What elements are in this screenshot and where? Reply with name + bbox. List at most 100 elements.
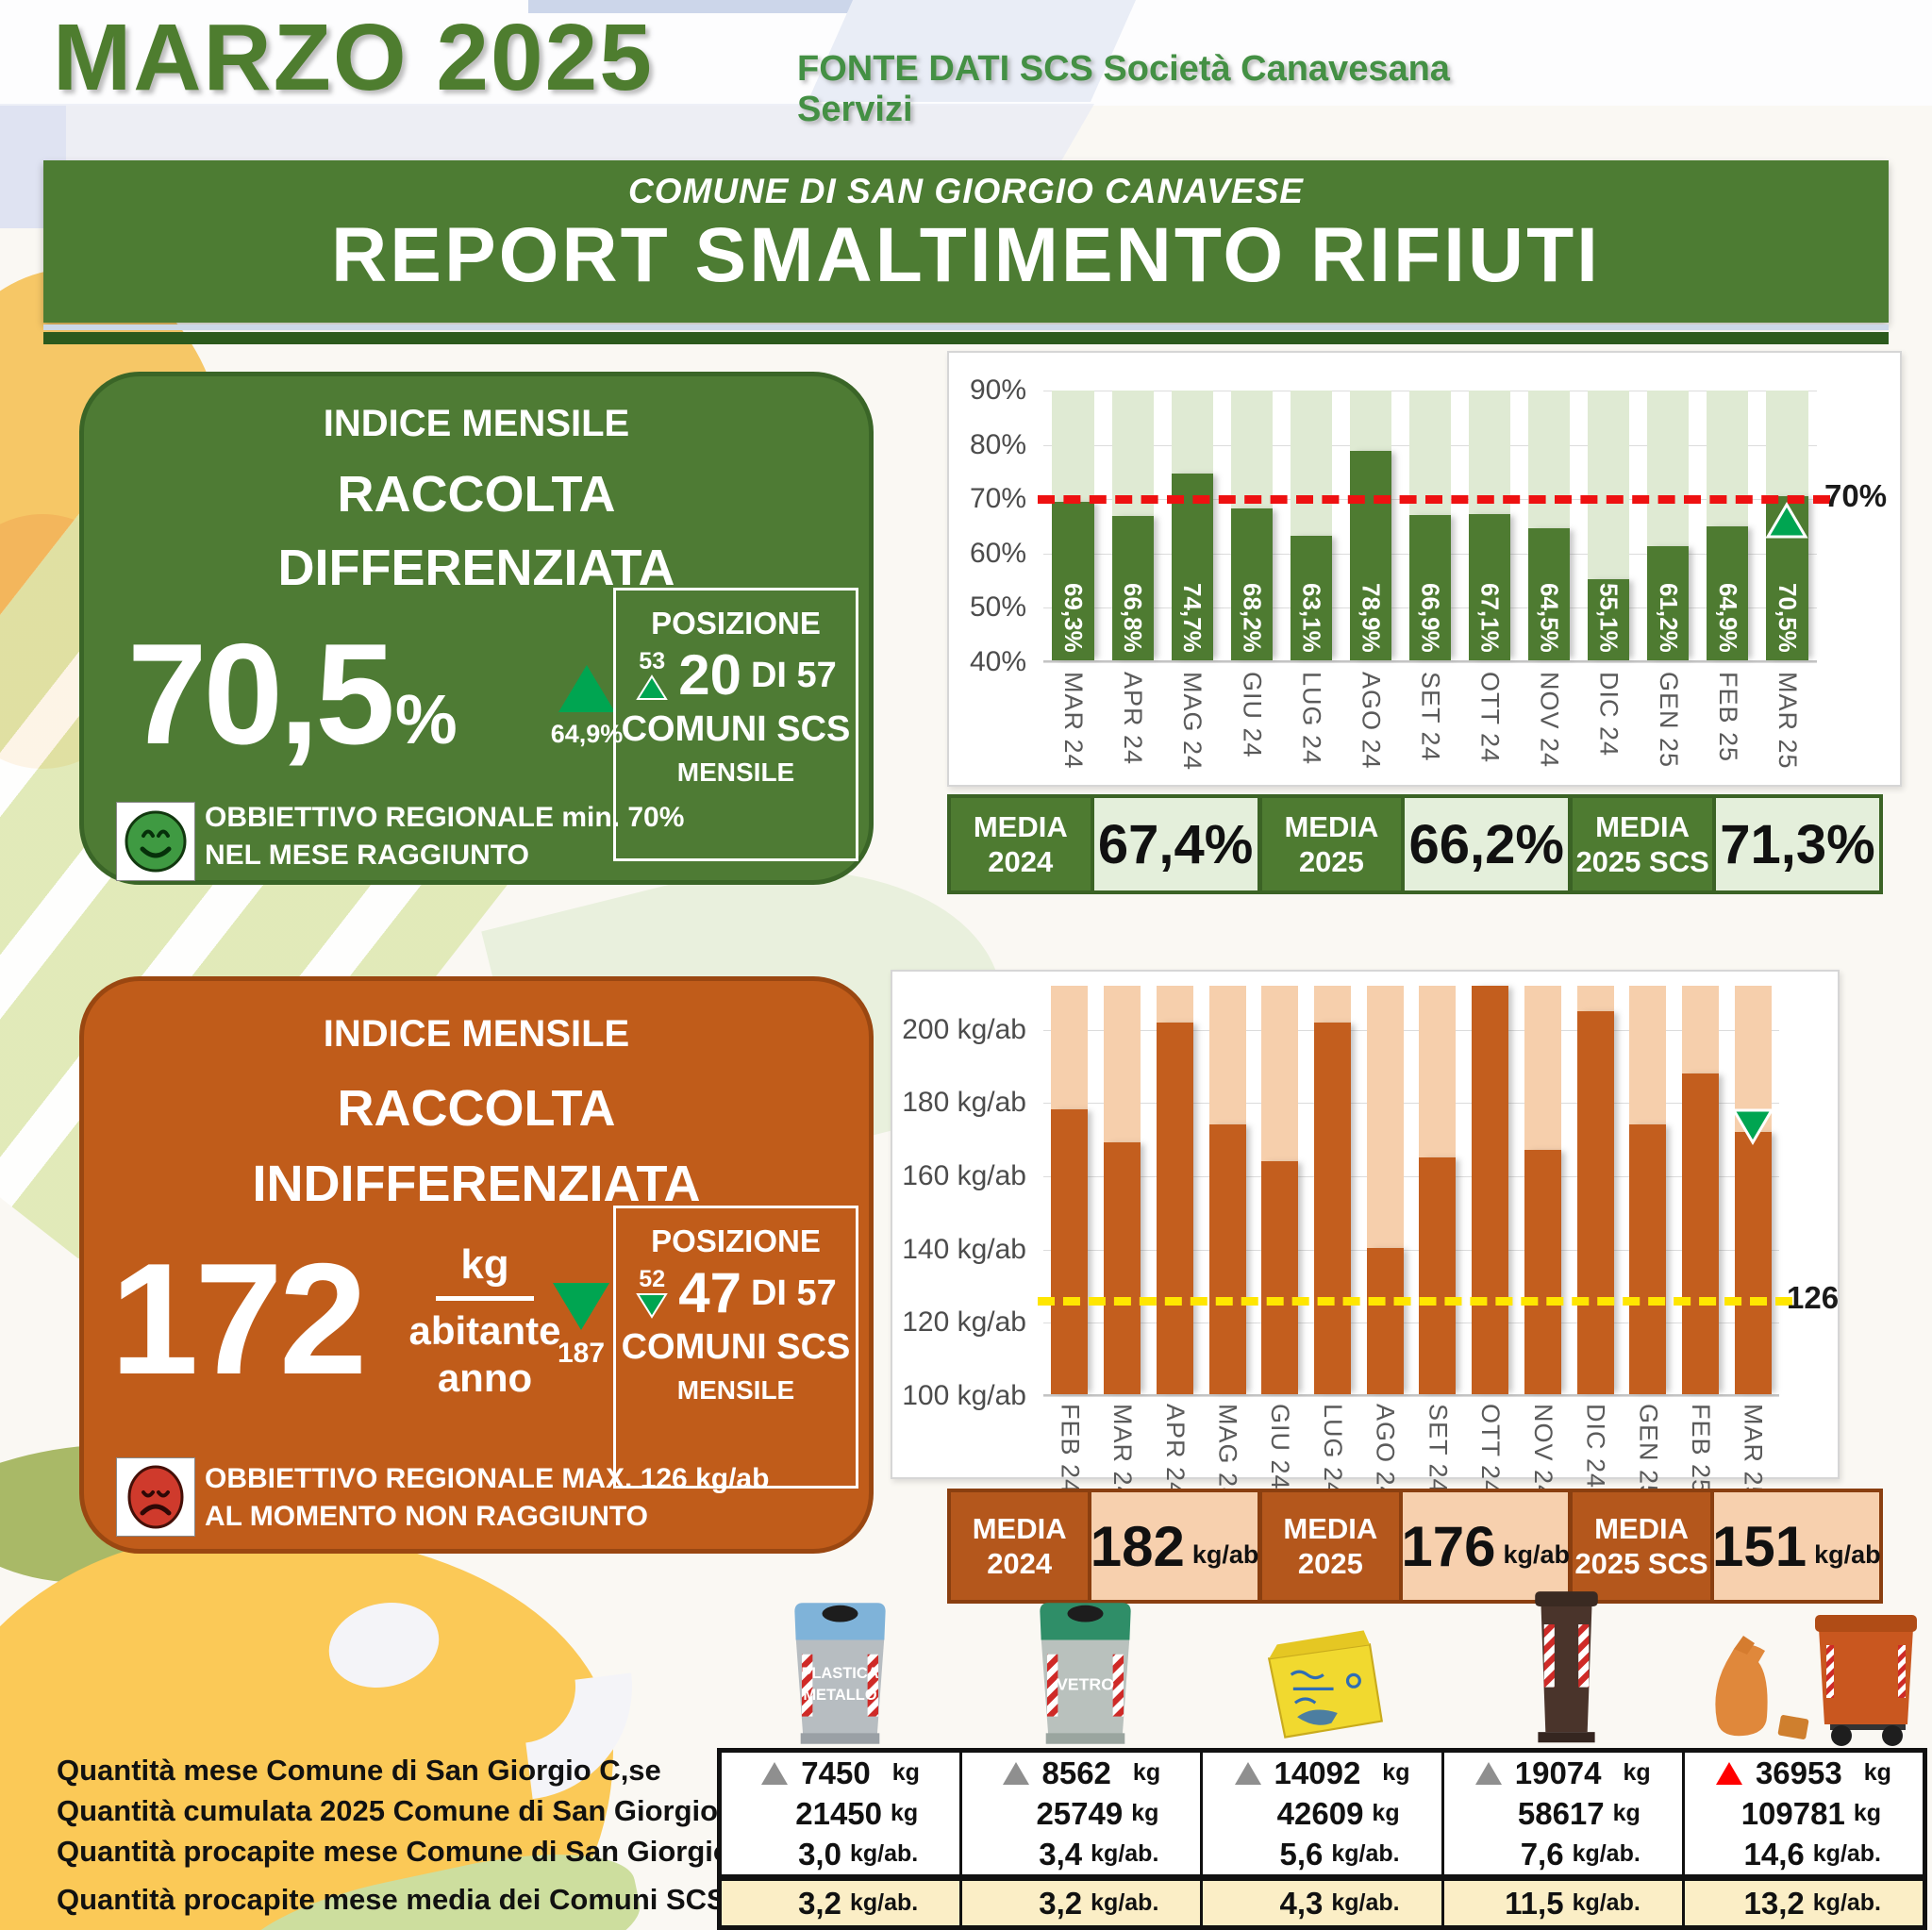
bar-slot: 70,5% xyxy=(1757,391,1817,660)
cell-unit: kg xyxy=(1863,1759,1891,1786)
media-value: 67,4% xyxy=(1093,798,1257,890)
objective-note: OBBIETTIVO REGIONALE min. 70% NEL MESE R… xyxy=(205,802,685,871)
bar xyxy=(1156,1022,1193,1394)
position-footer: MENSILE xyxy=(676,1375,795,1405)
chart-raccolta-indifferenziata: 200 kg/ab 180 kg/ab 160 kg/ab 140 kg/ab 120 … xyxy=(891,970,1840,1503)
table-row: 3,0 kg/ab. 3,4 kg/ab. 5,6 kg/ab. 7,6 kg/ab. 14,6… xyxy=(722,1834,1923,1874)
cell-unit: kg xyxy=(1382,1759,1410,1786)
previous-rank: 53 xyxy=(635,649,669,702)
media-group: MEDIA 2024 182 kg/ab xyxy=(951,1492,1259,1600)
table-divider xyxy=(722,1874,1923,1881)
cell-value: 25749 xyxy=(1036,1795,1124,1831)
cell-value: 7450 xyxy=(801,1755,871,1790)
position-body: COMUNI SCS xyxy=(621,1327,851,1367)
bar-slot xyxy=(1096,986,1149,1394)
bar xyxy=(1366,1248,1404,1394)
up-triangle-icon xyxy=(558,665,615,712)
table-cell: 3,4 kg/ab. xyxy=(959,1834,1200,1874)
bar: 64,5% xyxy=(1528,527,1571,660)
cell-value: 13,2 xyxy=(1743,1885,1805,1921)
bar-slot: 63,1% xyxy=(1281,391,1341,660)
bar-value-label: 64,9% xyxy=(1713,583,1742,653)
bar-value-label: 74,7% xyxy=(1178,583,1208,653)
cell-unit: kg xyxy=(1853,1800,1882,1826)
bar-slot: 78,9% xyxy=(1341,391,1400,660)
media-group: MEDIA 2025 176 kg/ab xyxy=(1261,1492,1570,1600)
bar xyxy=(1419,1156,1457,1394)
table-cell: 21450 kg xyxy=(722,1793,959,1834)
bar-value-label: 67,1% xyxy=(1475,583,1505,653)
card-heading: INDICE MENSILE xyxy=(323,403,630,444)
table-row-label: Quantità cumulata 2025 Comune di San Gio… xyxy=(57,1793,789,1827)
chart-raccolta-differenziata: 90% 80% 70% 60% 50% 40% 69,3% 66,8% 74,7% 68,2% 6… xyxy=(947,351,1902,787)
media-label: MEDIA 2025 xyxy=(1261,1492,1400,1600)
bar xyxy=(1576,1011,1614,1394)
cell-value: 11,5 xyxy=(1505,1885,1564,1921)
media-label: MEDIA 2025 xyxy=(1261,798,1402,890)
media-value: 182 kg/ab xyxy=(1091,1492,1259,1600)
bar-value-label: 66,9% xyxy=(1416,583,1445,653)
previous-month-value: 64,9% xyxy=(550,720,624,748)
target-line xyxy=(1038,1297,1792,1306)
bar xyxy=(1524,1149,1561,1394)
bar xyxy=(1681,1073,1719,1394)
position-title: POSIZIONE xyxy=(651,1223,821,1258)
x-tick-label: LUG 24 xyxy=(1318,1404,1347,1498)
x-tick-label: APR 24 xyxy=(1160,1404,1190,1498)
media-label: MEDIA 2025 SCS xyxy=(1573,1492,1710,1600)
banner-title: REPORT SMALTIMENTO RIFIUTI xyxy=(331,212,1601,298)
cell-unit: kg/ab. xyxy=(849,1889,919,1916)
bar: 66,9% xyxy=(1408,515,1452,660)
gridline xyxy=(1043,1029,1779,1031)
x-axis: MAR 24 APR 24 MAG 24 GIU 24 LUG 24 AGO 24 SET … xyxy=(1043,672,1817,781)
table-cell: 14092 kg xyxy=(1200,1753,1441,1793)
x-tick-label: MAR 25 xyxy=(1773,672,1802,770)
media-row-differenziata: MEDIA 2024 67,4% MEDIA 2025 66,2% MEDIA 2025 SC… xyxy=(947,794,1883,894)
bar-value-label: 68,2% xyxy=(1238,583,1267,653)
cell-value: 3,2 xyxy=(1039,1885,1083,1921)
cell-value: 7,6 xyxy=(1520,1836,1564,1872)
bar: 63,1% xyxy=(1290,535,1332,660)
media-unit: kg/ab xyxy=(1191,1539,1259,1569)
bar-value-label: 70,5% xyxy=(1773,583,1802,653)
card-raccolta-differenziata: INDICE MENSILE RACCOLTA DIFFERENZIATA 70… xyxy=(79,372,874,885)
previous-rank: 52 xyxy=(635,1267,669,1320)
data-source-note: FONTE DATI SCS Società Canavesana Serviz… xyxy=(797,49,1450,129)
bar-value-label: 63,1% xyxy=(1297,583,1326,653)
y-tick-label: 200 kg/ab xyxy=(902,1013,1026,1045)
y-tick-label: 50% xyxy=(969,591,1026,624)
bar: 74,7% xyxy=(1171,473,1213,660)
bar-slot xyxy=(1464,986,1517,1394)
bar: 68,2% xyxy=(1230,507,1273,660)
bar xyxy=(1629,1123,1667,1394)
bar xyxy=(1313,1022,1351,1394)
x-tick-label: GIU 24 xyxy=(1238,672,1267,758)
media-value: 71,3% xyxy=(1715,798,1880,890)
cell-value: 5,6 xyxy=(1279,1836,1324,1872)
y-axis: 90% 80% 70% 60% 50% 40% xyxy=(955,374,1034,677)
indifferenziata-value: 172 xyxy=(110,1230,367,1407)
position-box: POSIZIONE 53 20 DI 57 COMUNI SCS MENSILE xyxy=(613,588,858,861)
y-tick-label: 40% xyxy=(969,646,1026,677)
x-tick-label: MAR 25 xyxy=(1739,1404,1768,1502)
table-cell: 7450 kg xyxy=(722,1753,959,1793)
y-tick-label: 180 kg/ab xyxy=(902,1087,1026,1119)
media-label: MEDIA 2024 xyxy=(951,798,1091,890)
x-tick-label: GEN 25 xyxy=(1654,672,1683,769)
differenziata-trend: 64,9% xyxy=(535,661,639,749)
bag-and-bin-indifferenziato-icon xyxy=(1715,1615,1917,1746)
up-triangle-icon xyxy=(1234,1761,1261,1785)
x-tick-label: AGO 24 xyxy=(1357,672,1386,770)
bar-slot xyxy=(1358,986,1411,1394)
box-carta-icon xyxy=(1267,1630,1384,1739)
up-triangle-icon xyxy=(761,1761,789,1785)
bar xyxy=(1261,1160,1299,1394)
y-tick-label: 90% xyxy=(969,374,1026,406)
table-row-label: Quantità procapite mese media dei Comuni… xyxy=(57,1882,726,1916)
target-line xyxy=(1038,495,1830,505)
media-unit: kg/ab xyxy=(1814,1539,1881,1569)
bar-slot: 74,7% xyxy=(1162,391,1222,660)
x-tick-label: DIC 24 xyxy=(1594,672,1624,757)
up-triangle-icon xyxy=(1474,1761,1502,1785)
table-cell: 14,6 kg/ab. xyxy=(1681,1834,1923,1874)
